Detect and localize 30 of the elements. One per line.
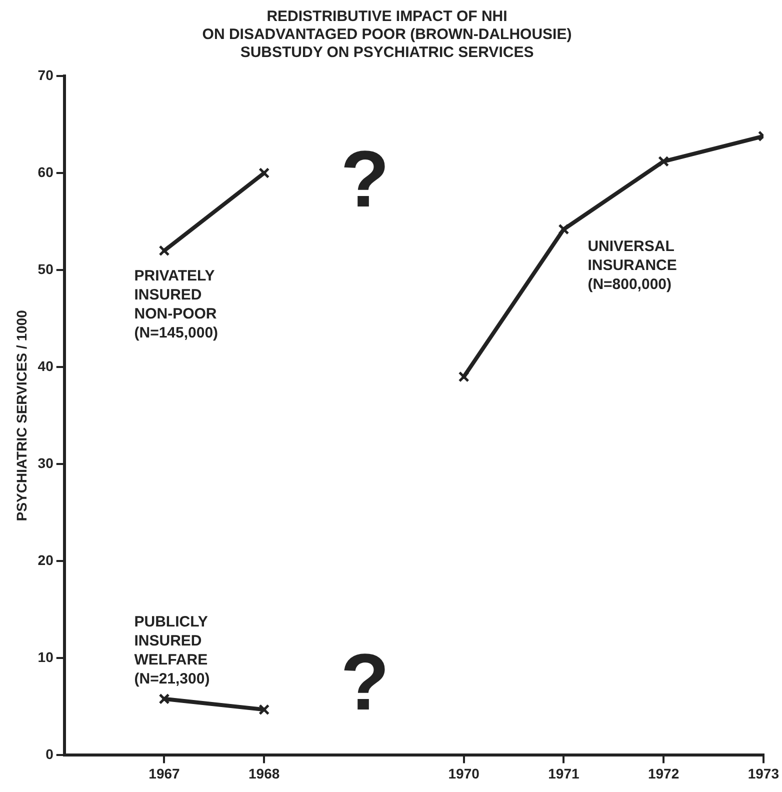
annotation: ?	[340, 637, 390, 726]
point	[158, 693, 170, 704]
y-tick-label: 10	[38, 649, 54, 666]
text: REDISTRIBUTIVE IMPACT OF NHI	[266, 8, 508, 26]
annotation: ?	[340, 134, 390, 224]
y-tick-label: 40	[38, 358, 54, 374]
point	[258, 704, 270, 716]
x-tick-label: 1972	[648, 765, 680, 782]
y-tick-label: 60	[38, 164, 54, 180]
point	[558, 224, 570, 235]
y-tick-label: 30	[38, 454, 54, 471]
series-label: PRIVATELY INSURED NON-POOR (N=145,000)	[134, 267, 218, 342]
y-tick-label: 70	[38, 66, 54, 83]
y-tick-label: 50	[38, 260, 54, 277]
y-axis-title: PSYCHIATRIC SERVICES / 1000	[13, 310, 30, 522]
point	[158, 245, 170, 256]
x-tick-label: 1971	[548, 765, 580, 782]
x-tick-label: 1973	[748, 765, 780, 782]
text: SUBSTUDY ON PSYCHIATRIC SERVICES	[240, 44, 534, 62]
x-tick-label: 1970	[448, 765, 480, 782]
y-tick-label: 20	[38, 552, 54, 568]
point	[258, 168, 270, 179]
point	[458, 371, 470, 382]
y-tick-label: 0	[46, 746, 54, 762]
point	[658, 156, 670, 167]
x-tick-label: 1968	[248, 765, 280, 782]
x-tick-label: 1967	[148, 765, 180, 782]
series-label: UNIVERSAL INSURANCE (N=800,000)	[588, 238, 677, 293]
series-label: PUBLICLY INSURED WELFARE (N=21,300)	[134, 614, 210, 688]
text: ON DISADVANTAGED POOR (BROWN-DALHOUSIE)	[202, 26, 572, 44]
